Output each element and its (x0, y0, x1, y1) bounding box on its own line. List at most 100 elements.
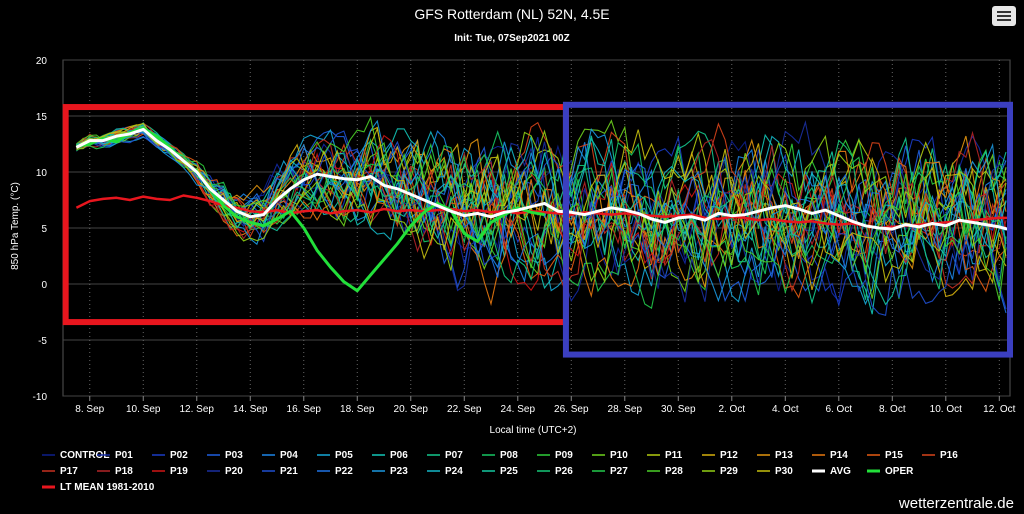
legend-item[interactable]: P21 (262, 466, 298, 477)
legend-label: P11 (665, 450, 683, 461)
legend-item[interactable]: P08 (482, 450, 518, 461)
legend-label: P29 (720, 466, 738, 477)
legend-label: P04 (280, 450, 298, 461)
legend-label: P07 (445, 450, 463, 461)
legend-item[interactable]: P14 (812, 450, 848, 461)
legend-item[interactable]: P28 (647, 466, 683, 477)
avg-line (75, 127, 1008, 231)
legend-label: P26 (555, 466, 573, 477)
legend-item[interactable]: P18 (97, 466, 133, 477)
legend-item[interactable]: P17 (42, 466, 78, 477)
highlight-boxes (62, 101, 1014, 358)
legend-item[interactable]: P09 (537, 450, 573, 461)
chart-subtitle: Init: Tue, 07Sep2021 00Z (454, 33, 569, 44)
y-tick-label: 5 (41, 224, 47, 235)
legend-item[interactable]: P10 (592, 450, 628, 461)
legend-item[interactable]: AVG (812, 466, 851, 477)
legend-item[interactable]: CONTROL (42, 450, 109, 461)
legend-item[interactable]: P02 (152, 450, 188, 461)
x-tick-label: 4. Oct (772, 404, 799, 415)
legend[interactable]: CONTROL P01 P02 P03 P04 P05 P06 P07 P08 P09 P10 P11… (42, 450, 958, 493)
legend-item[interactable]: P03 (207, 450, 243, 461)
legend-label: P06 (390, 450, 408, 461)
legend-item[interactable]: P07 (427, 450, 463, 461)
legend-label: P01 (115, 450, 133, 461)
x-tick-label: 18. Sep (340, 404, 375, 415)
legend-item[interactable]: P06 (372, 450, 408, 461)
legend-label: P30 (775, 466, 793, 477)
legend-label: LT MEAN 1981-2010 (60, 482, 155, 493)
y-tick-label: 0 (41, 280, 47, 291)
legend-item[interactable]: P23 (372, 466, 408, 477)
legend-label: P03 (225, 450, 243, 461)
y-axis-ticks: -10 -5 0 5 10 15 20 (33, 56, 48, 403)
legend-label: P17 (60, 466, 78, 477)
x-tick-label: 12. Sep (180, 404, 215, 415)
oper-line (76, 126, 545, 293)
x-tick-label: 2. Oct (718, 404, 745, 415)
legend-label: P19 (170, 466, 188, 477)
legend-label: P20 (225, 466, 243, 477)
credit-text[interactable]: wetterzentrale.de (898, 495, 1014, 512)
ensemble-member-p29 (76, 129, 1007, 284)
x-tick-label: 14. Sep (233, 404, 268, 415)
legend-label: CONTROL (60, 450, 109, 461)
ensemble-member-p11 (76, 124, 1007, 258)
ensemble-member-p26 (76, 122, 1007, 290)
x-tick-label: 16. Sep (287, 404, 322, 415)
legend-item[interactable]: P25 (482, 466, 518, 477)
x-tick-label: 26. Sep (554, 404, 589, 415)
legend-label: P21 (280, 466, 298, 477)
highlight-box-blue (562, 101, 1014, 358)
x-tick-label: 20. Sep (394, 404, 429, 415)
x-axis-label: Local time (UTC+2) (490, 425, 577, 436)
legend-item[interactable]: OPER (867, 466, 914, 477)
legend-item[interactable]: P16 (922, 450, 958, 461)
y-tick-label: -10 (33, 392, 48, 403)
legend-item[interactable]: P05 (317, 450, 353, 461)
hamburger-menu-icon[interactable] (992, 6, 1016, 26)
legend-item[interactable]: P26 (537, 466, 573, 477)
legend-label: AVG (830, 466, 851, 477)
legend-item[interactable]: LT MEAN 1981-2010 (42, 482, 155, 493)
legend-item[interactable]: P11 (647, 450, 683, 461)
legend-label: P02 (170, 450, 188, 461)
legend-label: P23 (390, 466, 408, 477)
x-tick-label: 10. Sep (126, 404, 161, 415)
x-tick-label: 28. Sep (608, 404, 643, 415)
legend-label: P25 (500, 466, 518, 477)
x-tick-label: 8. Oct (879, 404, 906, 415)
legend-label: P13 (775, 450, 793, 461)
x-axis-ticks: 8. Sep 10. Sep 12. Sep 14. Sep 16. Sep 18. Se… (75, 404, 1015, 415)
legend-item[interactable]: P22 (317, 466, 353, 477)
legend-item[interactable]: P30 (757, 466, 793, 477)
legend-label: P24 (445, 466, 463, 477)
legend-label: OPER (885, 466, 914, 477)
x-tick-label: 30. Sep (661, 404, 696, 415)
legend-item[interactable]: P19 (152, 466, 188, 477)
legend-item[interactable]: P24 (427, 466, 463, 477)
y-axis-label: 850 hPa Temp. (°C) (10, 182, 21, 270)
x-tick-label: 24. Sep (501, 404, 536, 415)
legend-item[interactable]: P13 (757, 450, 793, 461)
y-tick-label: 10 (36, 168, 48, 179)
legend-label: P27 (610, 466, 628, 477)
legend-label: P18 (115, 466, 133, 477)
legend-item[interactable]: P04 (262, 450, 298, 461)
x-tick-label: 10. Oct (930, 404, 962, 415)
legend-item[interactable]: P15 (867, 450, 903, 461)
legend-label: P05 (335, 450, 353, 461)
chart-title: GFS Rotterdam (NL) 52N, 4.5E (414, 6, 609, 22)
legend-label: P22 (335, 466, 353, 477)
x-tick-label: 12. Oct (983, 404, 1015, 415)
legend-item[interactable]: P20 (207, 466, 243, 477)
legend-item[interactable]: P12 (702, 450, 738, 461)
legend-item[interactable]: P01 (97, 450, 133, 461)
x-tick-label: 8. Sep (75, 404, 104, 415)
legend-label: P15 (885, 450, 903, 461)
legend-item[interactable]: P29 (702, 466, 738, 477)
main-lines (75, 126, 1008, 293)
x-tick-label: 22. Sep (447, 404, 482, 415)
legend-item[interactable]: P27 (592, 466, 628, 477)
